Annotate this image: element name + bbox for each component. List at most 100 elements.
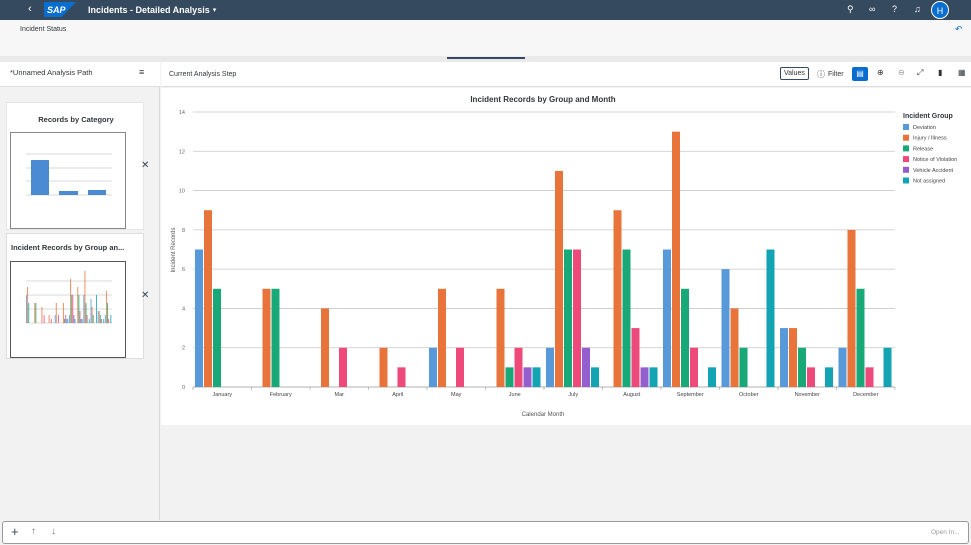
bar-release-november[interactable] xyxy=(798,347,806,387)
zoom-in-icon[interactable]: ⊕ xyxy=(877,68,884,77)
help-icon[interactable]: ? xyxy=(892,4,898,14)
thumbnail-bar xyxy=(28,303,30,323)
step-card-selected[interactable]: Incident Records by Group an... xyxy=(6,233,144,359)
thumbnail-bar xyxy=(110,315,112,323)
bar-vehicle-accident-june[interactable] xyxy=(523,367,532,387)
search-icon[interactable]: ⚲ xyxy=(847,4,854,14)
bar-injury-illness-january[interactable] xyxy=(204,210,212,387)
bar-release-january[interactable] xyxy=(213,288,221,387)
bar-release-july[interactable] xyxy=(564,249,572,388)
x-axis-label: Calendar Month xyxy=(522,412,565,418)
legend-toggle-icon[interactable]: ▤ xyxy=(852,67,868,81)
open-in-button[interactable]: Open In... xyxy=(931,529,960,536)
legend-swatch xyxy=(903,177,909,184)
bar-deviation-october[interactable] xyxy=(721,269,730,387)
remove-step-icon[interactable]: ✕ xyxy=(141,160,150,171)
bar-notice-of-violation-december[interactable] xyxy=(865,367,874,387)
step-title: Records by Category xyxy=(38,115,114,124)
app-title-menu[interactable]: Incidents - Detailed Analysis ▾ xyxy=(88,5,216,15)
bar-notice-of-violation-april[interactable] xyxy=(397,367,406,387)
fullscreen-icon[interactable]: ⤢ xyxy=(917,68,924,77)
bar-deviation-november[interactable] xyxy=(780,328,788,387)
legend-item[interactable]: Vehicle Accident xyxy=(913,168,954,174)
chevron-left-icon[interactable]: ‹ xyxy=(28,3,32,15)
bar-notice-of-violation-july[interactable] xyxy=(573,249,581,388)
legend-item[interactable]: Not assigned xyxy=(913,179,945,185)
bar-not-assigned-june[interactable] xyxy=(532,367,541,387)
move-up-icon[interactable]: ↑ xyxy=(31,526,36,537)
bar-deviation-january[interactable] xyxy=(195,249,203,388)
bar-injury-illness-mar[interactable] xyxy=(321,308,329,387)
bar-deviation-may[interactable] xyxy=(429,347,437,387)
bar-not-assigned-october[interactable] xyxy=(766,249,775,388)
caret-down-icon[interactable]: ▾ xyxy=(212,7,217,14)
bar-notice-of-violation-august[interactable] xyxy=(631,328,640,387)
legend-item[interactable]: Release xyxy=(913,146,933,152)
bar-not-assigned-september[interactable] xyxy=(708,367,716,387)
sap-logo[interactable]: SAP xyxy=(44,2,76,17)
bar-injury-illness-june[interactable] xyxy=(496,288,505,387)
bar-not-assigned-july[interactable] xyxy=(591,367,599,387)
bar-injury-illness-august[interactable] xyxy=(613,210,622,387)
bar-injury-illness-february[interactable] xyxy=(262,288,271,387)
filter-button[interactable]: Filter xyxy=(828,71,844,78)
bar-injury-illness-september[interactable] xyxy=(672,131,680,387)
thumbnail-bar xyxy=(91,307,93,323)
bar-notice-of-violation-september[interactable] xyxy=(690,347,698,387)
add-step-icon[interactable]: + xyxy=(11,524,19,539)
bar-injury-illness-november[interactable] xyxy=(789,328,797,387)
thumbnail-bar xyxy=(50,319,52,323)
bar-notice-of-violation-may[interactable] xyxy=(456,347,464,387)
thumbnail-bar xyxy=(55,303,57,323)
bar-deviation-december[interactable] xyxy=(838,347,847,387)
bar-release-august[interactable] xyxy=(622,249,631,388)
chart-type-icon[interactable]: ▮ xyxy=(938,68,943,77)
bar-release-october[interactable] xyxy=(739,347,748,387)
avatar[interactable]: H xyxy=(931,1,949,19)
thumbnail-bar xyxy=(96,295,97,323)
legend-item[interactable]: Notice of Violation xyxy=(913,157,957,163)
binoculars-icon[interactable]: ∞ xyxy=(869,4,876,14)
bell-icon[interactable]: ♫ xyxy=(914,4,921,14)
bar-not-assigned-december[interactable] xyxy=(883,347,892,387)
thumbnail-bar xyxy=(73,315,75,323)
thumbnail-bar xyxy=(77,287,79,323)
thumbnail-bar xyxy=(99,315,101,323)
bar-release-december[interactable] xyxy=(856,288,865,387)
legend-item[interactable]: Injury / Illness xyxy=(913,136,947,142)
bar-injury-illness-october[interactable] xyxy=(730,308,739,387)
table-icon[interactable]: ▦ xyxy=(958,68,966,77)
thumbnail-bar xyxy=(80,319,82,323)
x-tick-label: July xyxy=(568,392,578,398)
zoom-out-icon[interactable]: ⊖ xyxy=(898,68,905,77)
bar-release-february[interactable] xyxy=(271,288,280,387)
bar-release-june[interactable] xyxy=(505,367,514,387)
bar-not-assigned-november[interactable] xyxy=(825,367,833,387)
bar-notice-of-violation-mar[interactable] xyxy=(339,347,347,387)
values-button[interactable]: Values xyxy=(780,67,809,80)
undo-icon[interactable]: ↶ xyxy=(955,24,963,34)
bar-injury-illness-december[interactable] xyxy=(847,229,856,387)
bar-injury-illness-may[interactable] xyxy=(438,288,446,387)
legend-item[interactable]: Deviation xyxy=(913,125,936,131)
menu-icon[interactable]: ≡ xyxy=(139,67,145,77)
bar-notice-of-violation-november[interactable] xyxy=(807,367,815,387)
bar-vehicle-accident-july[interactable] xyxy=(582,347,590,387)
app-title[interactable]: Incidents - Detailed Analysis xyxy=(88,5,210,15)
splitter[interactable] xyxy=(0,56,971,62)
bar-vehicle-accident-august[interactable] xyxy=(640,367,649,387)
legend-swatch xyxy=(903,156,909,163)
bar-not-assigned-august[interactable] xyxy=(649,367,658,387)
bar-notice-of-violation-june[interactable] xyxy=(514,347,523,387)
bar-injury-illness-july[interactable] xyxy=(555,170,563,387)
bar-injury-illness-april[interactable] xyxy=(379,347,388,387)
splitter-handle[interactable] xyxy=(447,57,525,59)
thumbnail-bar xyxy=(98,311,100,323)
move-down-icon[interactable]: ↓ xyxy=(51,526,56,537)
remove-step-icon[interactable]: ✕ xyxy=(141,290,150,301)
grouped-bar-thumbnail xyxy=(26,271,112,324)
step-card[interactable]: Records by Category xyxy=(6,102,144,230)
bar-deviation-september[interactable] xyxy=(663,249,671,388)
bar-deviation-july[interactable] xyxy=(546,347,554,387)
bar-release-september[interactable] xyxy=(681,288,689,387)
